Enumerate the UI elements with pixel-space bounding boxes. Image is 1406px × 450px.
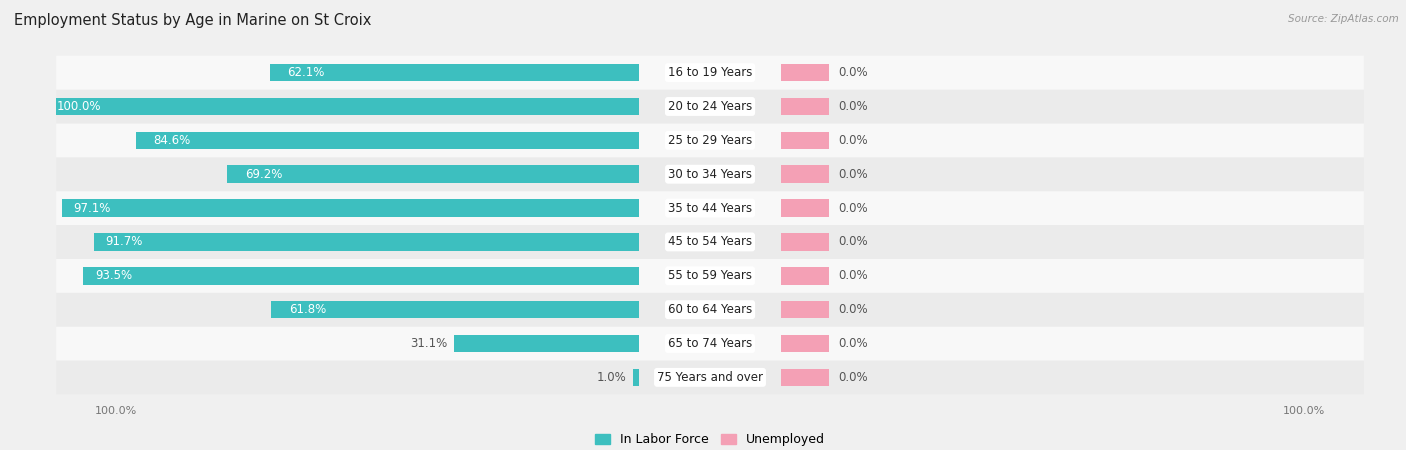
- Text: 25 to 29 Years: 25 to 29 Years: [668, 134, 752, 147]
- Text: 65 to 74 Years: 65 to 74 Years: [668, 337, 752, 350]
- Bar: [782, 233, 830, 251]
- FancyBboxPatch shape: [56, 123, 1364, 158]
- Bar: [228, 166, 638, 183]
- FancyBboxPatch shape: [56, 90, 1364, 123]
- FancyBboxPatch shape: [56, 259, 1364, 292]
- Text: 62.1%: 62.1%: [287, 66, 325, 79]
- Text: 0.0%: 0.0%: [838, 168, 868, 181]
- Text: 0.0%: 0.0%: [838, 66, 868, 79]
- Bar: [782, 335, 830, 352]
- Bar: [94, 233, 638, 251]
- Text: 69.2%: 69.2%: [245, 168, 283, 181]
- Text: 35 to 44 Years: 35 to 44 Years: [668, 202, 752, 215]
- Legend: In Labor Force, Unemployed: In Labor Force, Unemployed: [591, 428, 830, 450]
- Text: 0.0%: 0.0%: [838, 202, 868, 215]
- FancyBboxPatch shape: [56, 292, 1364, 327]
- Text: 97.1%: 97.1%: [73, 202, 111, 215]
- Text: 20 to 24 Years: 20 to 24 Years: [668, 100, 752, 113]
- FancyBboxPatch shape: [56, 191, 1364, 225]
- Text: 1.0%: 1.0%: [598, 371, 627, 384]
- Bar: [633, 369, 638, 386]
- Bar: [270, 64, 638, 81]
- FancyBboxPatch shape: [56, 225, 1364, 259]
- Text: 0.0%: 0.0%: [838, 371, 868, 384]
- Text: 91.7%: 91.7%: [105, 235, 143, 248]
- Text: 0.0%: 0.0%: [838, 303, 868, 316]
- Bar: [782, 199, 830, 217]
- Text: 31.1%: 31.1%: [411, 337, 449, 350]
- Text: 0.0%: 0.0%: [838, 269, 868, 282]
- Text: 84.6%: 84.6%: [153, 134, 191, 147]
- Text: Source: ZipAtlas.com: Source: ZipAtlas.com: [1288, 14, 1399, 23]
- Bar: [782, 64, 830, 81]
- Bar: [83, 267, 638, 284]
- Bar: [782, 98, 830, 115]
- Bar: [45, 98, 638, 115]
- Text: 16 to 19 Years: 16 to 19 Years: [668, 66, 752, 79]
- Text: 0.0%: 0.0%: [838, 100, 868, 113]
- Bar: [782, 369, 830, 386]
- Text: Employment Status by Age in Marine on St Croix: Employment Status by Age in Marine on St…: [14, 14, 371, 28]
- Text: 30 to 34 Years: 30 to 34 Years: [668, 168, 752, 181]
- Text: 100.0%: 100.0%: [56, 100, 101, 113]
- Text: 61.8%: 61.8%: [290, 303, 326, 316]
- Text: 93.5%: 93.5%: [94, 269, 132, 282]
- Bar: [454, 335, 638, 352]
- Bar: [782, 267, 830, 284]
- Bar: [136, 131, 638, 149]
- FancyBboxPatch shape: [56, 158, 1364, 191]
- Bar: [782, 166, 830, 183]
- Text: 55 to 59 Years: 55 to 59 Years: [668, 269, 752, 282]
- Text: 45 to 54 Years: 45 to 54 Years: [668, 235, 752, 248]
- Bar: [782, 131, 830, 149]
- Text: 75 Years and over: 75 Years and over: [657, 371, 763, 384]
- Text: 0.0%: 0.0%: [838, 134, 868, 147]
- FancyBboxPatch shape: [56, 327, 1364, 360]
- Bar: [62, 199, 638, 217]
- Text: 0.0%: 0.0%: [838, 235, 868, 248]
- Bar: [782, 301, 830, 319]
- Text: 60 to 64 Years: 60 to 64 Years: [668, 303, 752, 316]
- FancyBboxPatch shape: [56, 56, 1364, 90]
- FancyBboxPatch shape: [56, 360, 1364, 394]
- Text: 0.0%: 0.0%: [838, 337, 868, 350]
- Bar: [271, 301, 638, 319]
